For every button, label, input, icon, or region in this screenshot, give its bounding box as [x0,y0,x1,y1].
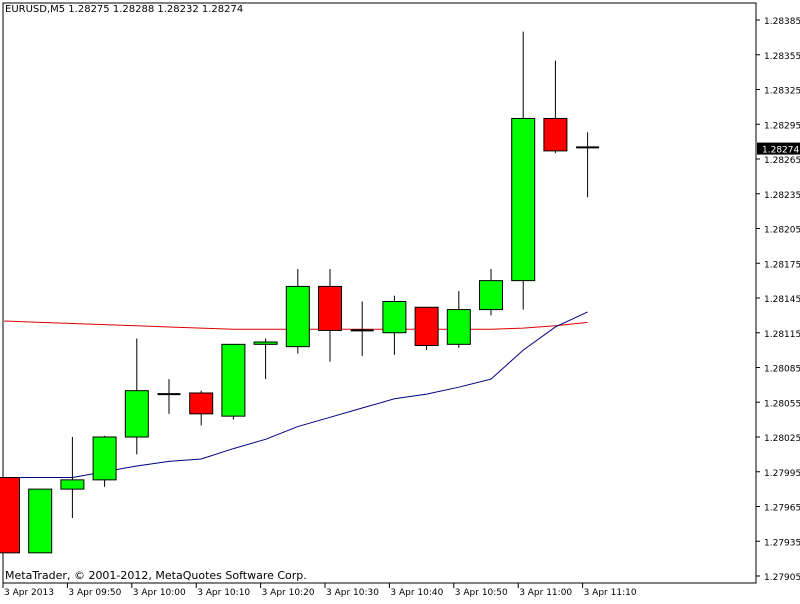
ma-fast-line [4,311,588,479]
candle [189,390,214,426]
candle-body [221,343,246,417]
candle [60,437,85,519]
candle-body [253,341,278,345]
candle [446,291,471,348]
plot-frame [2,2,757,584]
candle [0,477,20,554]
x-tick-label: 3 Apr 11:10 [584,588,637,598]
candle-body [318,285,342,331]
candle [28,488,53,554]
y-tick-label: 1.28175 [764,260,800,270]
x-tick-label: 3 Apr 10:00 [133,588,186,598]
candle [124,338,149,455]
ma-slow-line [4,320,588,330]
candle-body [414,306,439,346]
y-tick-label: 1.28055 [764,399,800,409]
candle-body [543,117,568,152]
y-tick-label: 1.28235 [764,191,800,201]
y-tick-label: 1.28265 [764,156,800,166]
candle [350,301,374,356]
y-tick-label: 1.27905 [764,573,800,583]
candle [318,269,342,362]
y-tick-label: 1.28025 [764,434,800,444]
candle [414,306,439,351]
candle-body [479,280,503,311]
y-tick-label: 1.28355 [764,52,800,62]
y-tick-label: 1.28295 [764,121,800,131]
candle-body [124,390,149,438]
candle [221,343,246,420]
y-tick-label: 1.27935 [764,538,800,548]
y-tick-label: 1.28145 [764,295,800,305]
y-tick-label: 1.27995 [764,469,800,479]
copyright-text: MetaTrader, © 2001-2012, MetaQuotes Soft… [5,569,307,582]
candle [576,132,600,198]
current-price-label: 1.28274 [762,146,799,156]
candle [382,295,407,355]
candle-body [28,488,53,554]
candle-body [60,479,85,490]
y-tick-label: 1.28385 [764,17,800,27]
candle-body [285,285,310,348]
x-tick-label: 3 Apr 10:10 [197,588,250,598]
x-tick-label: 3 Apr 10:20 [262,588,315,598]
candle [285,269,310,354]
candle [92,435,117,487]
x-tick-label: 3 Apr 11:00 [519,588,572,598]
candle-body [189,392,214,415]
x-tick-label: 3 Apr 09:50 [68,588,121,598]
symbol-header: EURUSD,M5 1.28275 1.28288 1.28232 1.2827… [5,4,244,15]
x-tick-label: 3 Apr 10:50 [455,588,508,598]
candle-body [511,117,536,282]
candle-body [446,309,471,345]
y-tick-label: 1.28085 [764,365,800,375]
candle-body [382,300,407,334]
x-tick-label: 3 Apr 2013 [4,588,54,598]
y-tick-label: 1.28205 [764,226,800,236]
candle-body [0,477,20,554]
x-tick-label: 3 Apr 10:40 [390,588,443,598]
y-tick-label: 1.28115 [764,330,800,340]
candle [253,338,278,380]
candle [479,269,503,316]
candle [511,31,536,310]
candle [157,379,181,414]
candle [543,60,568,154]
candle-body [92,436,117,481]
y-tick-label: 1.27965 [764,504,800,514]
y-tick-label: 1.28325 [764,87,800,97]
x-tick-label: 3 Apr 10:30 [326,588,379,598]
current-price-badge [757,142,800,155]
